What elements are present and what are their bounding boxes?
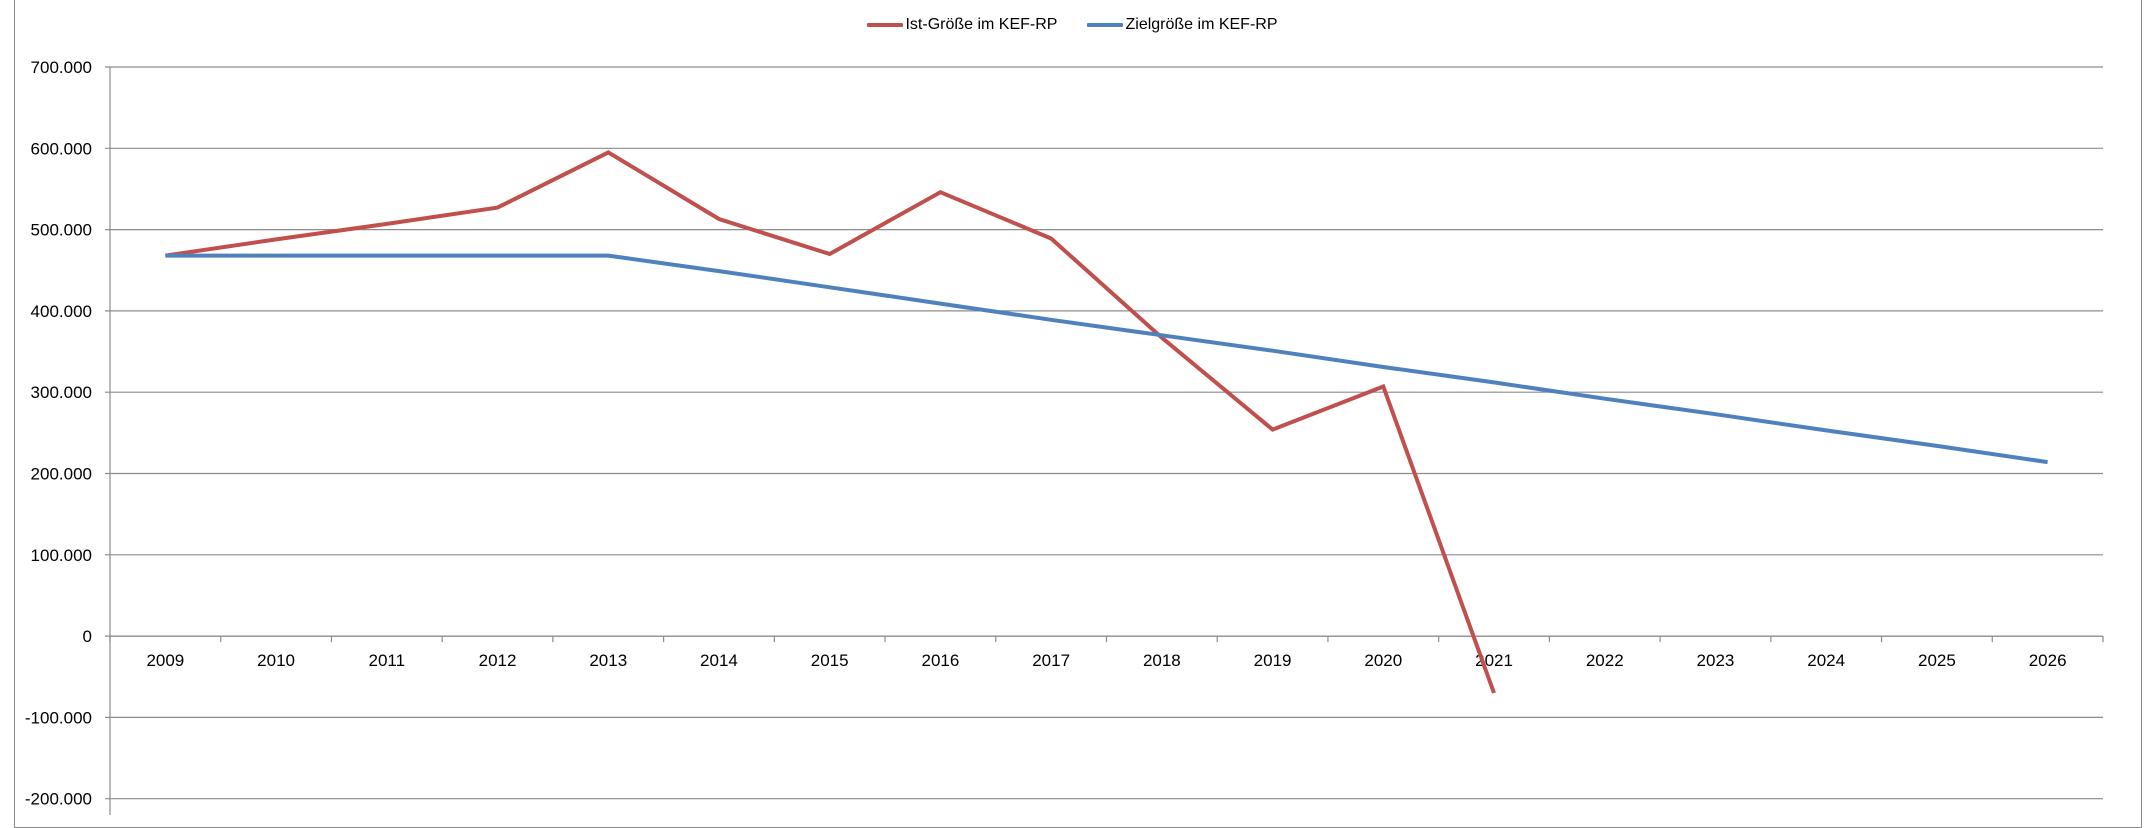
x-tick-label: 2023 bbox=[1697, 651, 1735, 670]
x-tick-label: 2018 bbox=[1143, 651, 1181, 670]
y-tick-label: -100.000 bbox=[25, 708, 92, 727]
y-tick-label: -200.000 bbox=[25, 790, 92, 809]
x-tick-label: 2009 bbox=[146, 651, 184, 670]
x-tick-label: 2013 bbox=[589, 651, 627, 670]
x-tick-label: 2016 bbox=[922, 651, 960, 670]
y-tick-label: 700.000 bbox=[31, 58, 92, 77]
x-tick-label: 2010 bbox=[257, 651, 295, 670]
x-tick-label: 2020 bbox=[1364, 651, 1402, 670]
series-line-ist bbox=[165, 152, 1494, 693]
y-tick-label: 600.000 bbox=[31, 139, 92, 158]
y-tick-label: 400.000 bbox=[31, 302, 92, 321]
y-tick-label: 200.000 bbox=[31, 465, 92, 484]
x-tick-label: 2024 bbox=[1807, 651, 1845, 670]
y-tick-label: 0 bbox=[83, 627, 92, 646]
y-tick-label: 100.000 bbox=[31, 546, 92, 565]
x-tick-label: 2026 bbox=[2029, 651, 2067, 670]
x-tick-label: 2011 bbox=[369, 651, 406, 670]
x-tick-label: 2019 bbox=[1254, 651, 1292, 670]
x-tick-label: 2022 bbox=[1586, 651, 1624, 670]
x-tick-label: 2014 bbox=[700, 651, 738, 670]
x-tick-label: 2025 bbox=[1918, 651, 1956, 670]
x-tick-label: 2017 bbox=[1032, 651, 1070, 670]
y-tick-label: 300.000 bbox=[31, 383, 92, 402]
y-tick-label: 500.000 bbox=[31, 221, 92, 240]
x-tick-label: 2015 bbox=[811, 651, 849, 670]
x-tick-label: 2012 bbox=[479, 651, 517, 670]
